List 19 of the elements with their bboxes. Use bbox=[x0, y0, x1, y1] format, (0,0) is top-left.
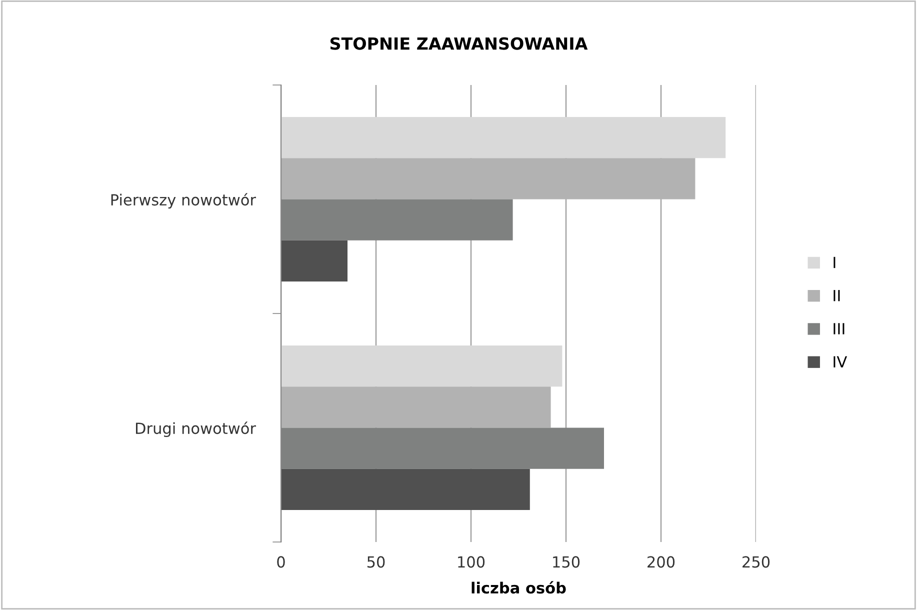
y-tick-label: Pierwszy nowotwór bbox=[111, 193, 256, 209]
bar bbox=[281, 386, 551, 428]
x-tick-label: 100 bbox=[458, 556, 485, 568]
x-tick-label: 200 bbox=[648, 556, 675, 568]
legend-label: IV bbox=[834, 356, 848, 368]
legend-label: I bbox=[834, 256, 836, 268]
x-tick-label: 50 bbox=[367, 556, 385, 568]
x-axis-title: liczba osób bbox=[472, 581, 566, 594]
x-tick-label: 150 bbox=[553, 556, 580, 568]
bar bbox=[281, 345, 562, 387]
bar bbox=[281, 116, 726, 158]
legend-label: III bbox=[834, 323, 844, 334]
x-tick-label: 250 bbox=[742, 556, 770, 568]
bar bbox=[281, 240, 348, 282]
bar bbox=[281, 468, 530, 510]
legend-label: II bbox=[834, 290, 840, 302]
y-tick-label: Drugi nowotwór bbox=[136, 422, 256, 438]
x-tick-label: 0 bbox=[277, 556, 285, 568]
chart-title: STOPNIE ZAAWANSOWANIA bbox=[330, 37, 588, 50]
